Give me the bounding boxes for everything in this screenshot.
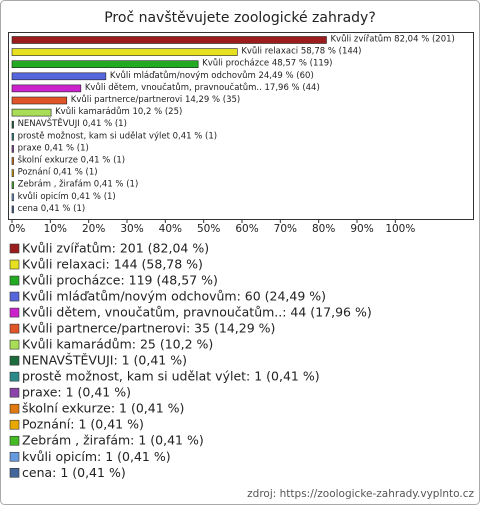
legend-label: kvůli opicím: 1 (0,41 %) (22, 449, 171, 464)
data-label: Kvůli procházce 48,57 % (119) (202, 58, 332, 69)
legend-label: NENAVŠTĚVUJI: 1 (0,41 %) (22, 353, 187, 368)
legend-label: prostě možnost, kam si udělat výlet: 1 (… (22, 369, 320, 384)
data-label: Kvůli mláďatům/novým odchovům 24,49 % (6… (110, 70, 314, 81)
data-label: Poznání 0,41 % (1) (18, 168, 98, 178)
legend-label: praxe: 1 (0,41 %) (22, 385, 131, 400)
legend-label: Zebrám , žirafám: 1 (0,41 %) (22, 433, 204, 448)
legend-label: Poznání: 1 (0,41 %) (22, 417, 144, 432)
legend-swatch (9, 419, 20, 430)
legend-label: Kvůli partnerce/partnerovi: 35 (14,29 %) (22, 321, 275, 336)
x-tick-label: 0% (9, 223, 26, 235)
bar (11, 48, 238, 56)
legend-label: Kvůli mláďatům/novým odchovům: 60 (24,49… (22, 289, 326, 304)
legend-label: Kvůli relaxaci: 144 (58,78 %) (22, 257, 203, 272)
data-label: Kvůli partnerce/partnerovi 14,29 % (35) (71, 94, 240, 105)
legend-swatch (9, 387, 20, 398)
bar (11, 96, 68, 105)
bar (11, 60, 199, 69)
legend-label: Kvůli procházce: 119 (48,57 %) (22, 273, 218, 288)
legend-label: Kvůli zvířatům: 201 (82,04 %) (22, 241, 209, 256)
legend-swatch (9, 259, 20, 270)
data-label: Kvůli zvířatům 82,04 % (201) (330, 34, 454, 45)
bar (11, 193, 14, 202)
source: zdroj: https://zoologicke-zahrady.vyplnt… (247, 488, 474, 500)
legend-swatch (9, 339, 20, 350)
legend-swatch (9, 355, 20, 366)
bar (11, 145, 14, 153)
data-label: NENAVŠTĚVUJI 0,41 % (1) (18, 117, 127, 129)
bar (11, 84, 82, 93)
chart-title: Proč navštěvujete zoologické zahrady? (104, 10, 376, 26)
data-label: Kvůli dětem, vnoučatům, pravnoučatům.. 1… (85, 82, 320, 93)
bar (11, 133, 14, 141)
x-tick-label: 70% (274, 223, 297, 235)
bar (11, 169, 14, 177)
bar (11, 120, 14, 129)
x-tick-label: 20% (82, 223, 105, 235)
data-label: Kvůli relaxaci 58,78 % (144) (241, 46, 361, 57)
x-tick-label: 80% (312, 223, 335, 235)
bar (11, 157, 14, 165)
x-tick-label: 50% (197, 223, 220, 235)
legend-swatch (9, 467, 20, 478)
legend-label: cena: 1 (0,41 %) (22, 465, 126, 480)
bar (11, 181, 14, 189)
legend-swatch (9, 451, 20, 462)
bar (11, 205, 14, 214)
legend-swatch (9, 275, 20, 286)
x-tick-label: 30% (120, 223, 143, 235)
legend-swatch (9, 435, 20, 446)
x-tick-label: 100% (385, 223, 415, 235)
data-label: školní exkurze 0,41 % (1) (18, 155, 126, 166)
x-tick-label: 60% (235, 223, 258, 235)
x-tick-label: 10% (44, 223, 67, 235)
bar (11, 72, 107, 81)
legend-label: Kvůli dětem, vnoučatům, pravnoučatům..: … (22, 305, 372, 320)
legend-swatch (9, 403, 20, 414)
x-tick-label: 40% (159, 223, 182, 235)
data-label: praxe 0,41 % (1) (18, 143, 89, 153)
bar (11, 36, 327, 44)
legend-swatch (9, 371, 20, 382)
legend-swatch (9, 243, 20, 254)
x-tick-label: 90% (350, 223, 373, 235)
bar (11, 108, 52, 117)
legend-label: školní exkurze: 1 (0,41 %) (22, 401, 184, 416)
legend-swatch (9, 291, 20, 302)
data-label: cena 0,41 % (1) (18, 204, 86, 214)
data-label: prostě možnost, kam si udělat výlet 0,41… (18, 131, 218, 141)
legend-swatch (9, 323, 20, 334)
data-label: Kvůli kamarádům 10,2 % (25) (55, 106, 182, 117)
data-label: Zebrám , žirafám 0,41 % (1) (18, 180, 139, 190)
legend-swatch (9, 307, 20, 318)
legend-label: Kvůli kamarádům: 25 (10,2 %) (22, 337, 213, 352)
data-label: kvůli opicím 0,41 % (1) (18, 191, 116, 202)
